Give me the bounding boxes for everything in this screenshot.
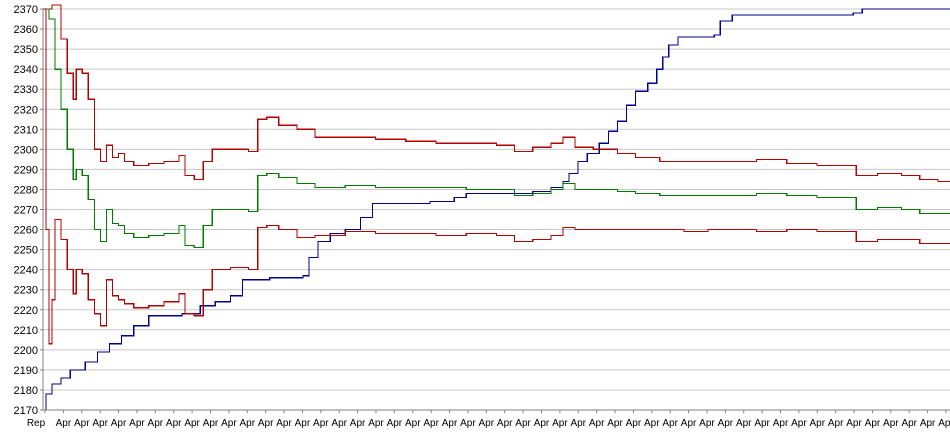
x-tick-label: Apr	[662, 418, 678, 429]
x-tick-label: Apr	[570, 418, 586, 429]
y-tick-label: 2280	[14, 184, 38, 196]
y-tick-label: 2210	[14, 325, 38, 337]
x-tick-label: Apr	[865, 418, 881, 429]
x-tick-label: Apr	[681, 418, 697, 429]
x-tick-label: Apr	[920, 418, 936, 429]
x-tick-label: Apr	[552, 418, 568, 429]
x-tick-label: Apr	[350, 418, 366, 429]
x-tick-label: Apr	[497, 418, 513, 429]
x-tick-label: Apr	[221, 418, 237, 429]
x-tick-label: Apr	[258, 418, 274, 429]
y-tick-label: 2190	[14, 365, 38, 377]
series-line-1	[43, 8, 950, 411]
x-tick-label: Apr	[515, 418, 531, 429]
x-tick-label: Rep	[27, 418, 46, 429]
x-tick-label: Apr	[589, 418, 605, 429]
x-tick-label: Apr	[901, 418, 917, 429]
series-line-2	[43, 4, 950, 182]
x-tick-label: Apr	[846, 418, 862, 429]
y-tick-label: 2320	[14, 104, 38, 116]
x-tick-label: Apr	[313, 418, 329, 429]
x-tick-label: Apr	[754, 418, 770, 429]
y-tick-label: 2290	[14, 164, 38, 176]
x-tick-label: Apr	[534, 418, 550, 429]
y-tick-label: 2360	[14, 24, 38, 36]
y-tick-label: 2230	[14, 285, 38, 297]
x-tick-label: Apr	[828, 418, 844, 429]
x-tick-label: Apr	[148, 418, 164, 429]
y-tick-label: 2330	[14, 84, 38, 96]
x-tick-label: Apr	[626, 418, 642, 429]
x-tick-label: Apr	[479, 418, 495, 429]
x-tick-label: Apr	[276, 418, 292, 429]
y-tick-label: 2260	[14, 225, 38, 237]
y-tick-label: 2200	[14, 345, 38, 357]
x-tick-label: Apr	[184, 418, 200, 429]
x-tick-label: Apr	[423, 418, 439, 429]
y-tick-label: 2340	[14, 64, 38, 76]
grid-lines	[43, 8, 950, 411]
x-tick-label: Apr	[331, 418, 347, 429]
x-tick-label: Apr	[810, 418, 826, 429]
y-tick-label: 2350	[14, 44, 38, 56]
x-tick-label: Apr	[699, 418, 715, 429]
x-tick-label: Apr	[239, 418, 255, 429]
y-tick-label: 2170	[14, 405, 38, 417]
x-tick-label: Apr	[736, 418, 752, 429]
y-tick-label: 2370	[14, 4, 38, 16]
x-tick-label: Apr	[74, 418, 90, 429]
x-tick-label: Apr	[883, 418, 899, 429]
y-tick-label: 2180	[14, 385, 38, 397]
y-tick-label: 2270	[14, 205, 38, 217]
x-tick-label: Apr	[56, 418, 72, 429]
y-tick-label: 2220	[14, 305, 38, 317]
x-tick-label: Apr	[387, 418, 403, 429]
y-tick-label: 2300	[14, 144, 38, 156]
series-line-3	[43, 8, 950, 249]
x-tick-label: Apr	[295, 418, 311, 429]
y-tick-label: 2250	[14, 245, 38, 257]
series-line-4	[43, 8, 950, 345]
x-tick-label: Apr	[791, 418, 807, 429]
y-tick-label: 2310	[14, 124, 38, 136]
x-axis-ticks: Rep Apr Apr Apr Apr Apr Apr Apr Apr Apr Apr Apr Apr A…	[27, 410, 950, 429]
y-axis-ticks: 2170 2180 2190 2200 2210 2220 2230 2240 2250 2260…	[14, 4, 43, 417]
x-tick-label: Apr	[166, 418, 182, 429]
x-tick-label: Apr	[718, 418, 734, 429]
x-tick-label: Apr	[129, 418, 145, 429]
x-tick-label: Apr	[938, 418, 950, 429]
x-tick-label: Apr	[368, 418, 384, 429]
x-tick-label: Apr	[773, 418, 789, 429]
x-tick-label: Apr	[607, 418, 623, 429]
x-tick-label: Apr	[644, 418, 660, 429]
x-tick-label: Apr	[442, 418, 458, 429]
x-tick-label: Apr	[405, 418, 421, 429]
x-tick-label: Apr	[460, 418, 476, 429]
series-lines	[43, 4, 950, 411]
x-tick-label: Apr	[92, 418, 108, 429]
x-tick-label: Apr	[111, 418, 127, 429]
x-tick-label: Apr	[203, 418, 219, 429]
y-tick-label: 2240	[14, 265, 38, 277]
